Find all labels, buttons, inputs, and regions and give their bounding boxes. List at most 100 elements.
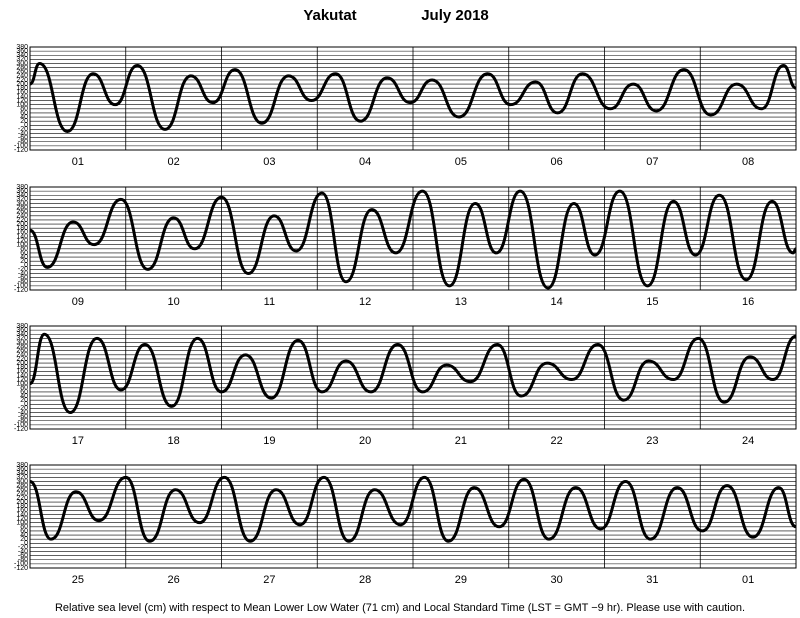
y-tick-label: 300 xyxy=(16,200,28,207)
plot-frame xyxy=(29,46,797,151)
plot-frame xyxy=(29,186,797,291)
y-tick-label: 280 xyxy=(16,482,28,489)
y-tick-label: 380 xyxy=(16,44,28,51)
x-tick-label: 31 xyxy=(646,574,658,586)
tide-line xyxy=(29,189,797,290)
y-tick-label: 0 xyxy=(24,122,28,129)
y-tick-label: -80 xyxy=(18,279,28,286)
y-tick-label: 240 xyxy=(16,213,28,220)
y-tick-label: -60 xyxy=(18,413,28,420)
y-tick-label: 140 xyxy=(16,93,28,100)
y-tick-label: 320 xyxy=(16,474,28,481)
y-tick-label: 20 xyxy=(20,536,28,543)
y-tick-label: 300 xyxy=(16,478,28,485)
x-tick-label: 14 xyxy=(551,296,563,308)
y-tick-label: -100 xyxy=(14,143,28,150)
x-tick-label: 08 xyxy=(742,156,754,168)
y-tick-label: 140 xyxy=(16,511,28,518)
y-tick-label: 0 xyxy=(24,540,28,547)
y-tick-label: 140 xyxy=(16,372,28,379)
y-tick-label: 360 xyxy=(16,327,28,334)
y-tick-label: 180 xyxy=(16,225,28,232)
y-tick-label: -40 xyxy=(18,548,28,555)
y-tick-label: -120 xyxy=(14,426,28,433)
y-tick-label: 300 xyxy=(16,339,28,346)
y-tick-label: 100 xyxy=(16,381,28,388)
x-tick-label: 20 xyxy=(359,435,371,447)
y-tick-label: 200 xyxy=(16,221,28,228)
x-tick-label: 04 xyxy=(359,156,371,168)
y-tick-label: 180 xyxy=(16,85,28,92)
y-tick-label: 240 xyxy=(16,73,28,80)
x-tick-label: 22 xyxy=(551,435,563,447)
y-tick-label: 280 xyxy=(16,204,28,211)
y-tick-label: 160 xyxy=(16,507,28,514)
y-tick-label: 100 xyxy=(16,242,28,249)
plot-frame xyxy=(29,325,797,430)
y-tick-label: -60 xyxy=(18,552,28,559)
plot-frame xyxy=(29,464,797,569)
y-tick-label: 20 xyxy=(20,397,28,404)
y-tick-label: 40 xyxy=(20,532,28,539)
x-tick-label: 01 xyxy=(742,574,754,586)
y-tick-label: 60 xyxy=(20,528,28,535)
y-tick-label: 260 xyxy=(16,69,28,76)
y-tick-label: -80 xyxy=(18,418,28,425)
x-tick-label: 03 xyxy=(263,156,275,168)
y-tick-label: 20 xyxy=(20,258,28,265)
y-tick-label: 40 xyxy=(20,393,28,400)
y-tick-label: 40 xyxy=(20,114,28,121)
y-tick-label: 280 xyxy=(16,64,28,71)
x-tick-label: 11 xyxy=(264,296,275,308)
y-tick-label: 60 xyxy=(20,110,28,117)
y-tick-label: -120 xyxy=(14,565,28,572)
y-tick-label: 100 xyxy=(16,102,28,109)
x-tick-label: 24 xyxy=(742,435,754,447)
y-tick-label: 260 xyxy=(16,348,28,355)
y-tick-label: 0 xyxy=(24,262,28,269)
y-tick-label: 80 xyxy=(20,385,28,392)
x-tick-label: 21 xyxy=(455,435,467,447)
x-tick-label: 28 xyxy=(359,574,371,586)
y-tick-label: 60 xyxy=(20,389,28,396)
x-tick-label: 25 xyxy=(72,574,84,586)
y-tick-label: 160 xyxy=(16,229,28,236)
y-tick-label: 300 xyxy=(16,60,28,67)
x-tick-label: 15 xyxy=(646,296,658,308)
x-tick-label: 30 xyxy=(551,574,563,586)
y-tick-label: 80 xyxy=(20,524,28,531)
y-tick-label: 120 xyxy=(16,237,28,244)
y-tick-label: 200 xyxy=(16,81,28,88)
x-tick-label: 12 xyxy=(359,296,371,308)
x-tick-label: 10 xyxy=(168,296,180,308)
y-tick-label: 220 xyxy=(16,356,28,363)
x-tick-label: 02 xyxy=(168,156,180,168)
y-tick-label: -40 xyxy=(18,270,28,277)
y-tick-label: -20 xyxy=(18,544,28,551)
tide-line xyxy=(29,61,797,133)
y-tick-label: -120 xyxy=(14,287,28,294)
x-tick-label: 07 xyxy=(646,156,658,168)
x-tick-label: 17 xyxy=(72,435,84,447)
x-tick-label: 01 xyxy=(72,156,84,168)
y-tick-label: 320 xyxy=(16,56,28,63)
y-tick-label: 260 xyxy=(16,209,28,216)
y-tick-label: -40 xyxy=(18,130,28,137)
x-tick-label: 26 xyxy=(168,574,180,586)
y-tick-label: 320 xyxy=(16,335,28,342)
y-tick-label: 380 xyxy=(16,323,28,330)
y-tick-label: 180 xyxy=(16,364,28,371)
y-tick-label: 280 xyxy=(16,343,28,350)
y-tick-label: -60 xyxy=(18,274,28,281)
footer-note: Relative sea level (cm) with respect to … xyxy=(55,602,745,614)
y-tick-label: 260 xyxy=(16,487,28,494)
x-tick-label: 06 xyxy=(551,156,563,168)
y-tick-label: 360 xyxy=(16,188,28,195)
y-tick-label: 240 xyxy=(16,352,28,359)
y-tick-label: -60 xyxy=(18,134,28,141)
y-tick-label: 140 xyxy=(16,233,28,240)
y-tick-label: -40 xyxy=(18,409,28,416)
y-tick-label: 180 xyxy=(16,503,28,510)
y-tick-label: 220 xyxy=(16,217,28,224)
y-tick-label: -80 xyxy=(18,139,28,146)
